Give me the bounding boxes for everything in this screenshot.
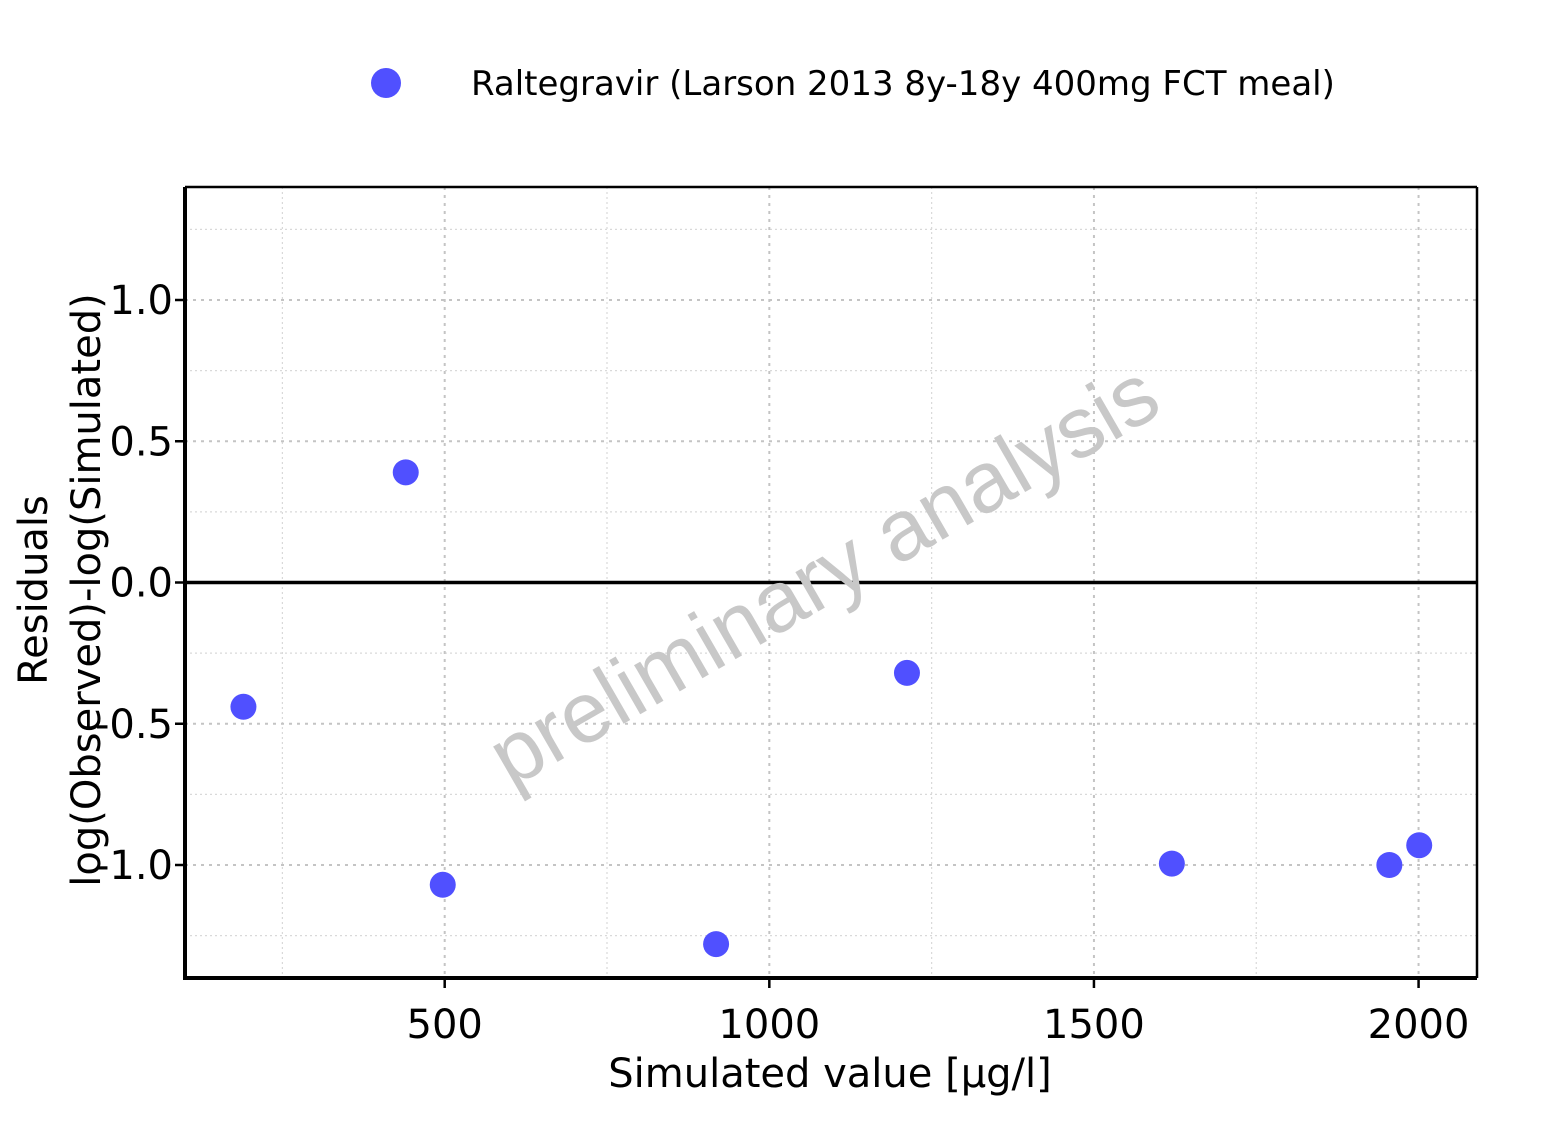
data-point xyxy=(1158,850,1185,877)
data-point xyxy=(1406,832,1433,859)
x-axis-title: Simulated value [µg/l] xyxy=(608,1051,1051,1097)
y-tick-label: 0.0 xyxy=(109,561,173,607)
y-tick-label: -1.0 xyxy=(95,843,173,889)
data-point xyxy=(1376,852,1403,878)
legend-marker xyxy=(371,68,401,98)
y-tick-label: 1.0 xyxy=(109,278,173,324)
x-tick-label: 1500 xyxy=(1043,1002,1145,1048)
data-points xyxy=(230,459,1433,958)
data-point xyxy=(429,871,456,898)
x-axis-ticks: 500 1000 1500 2000 xyxy=(407,978,1470,1048)
x-tick-label: 2000 xyxy=(1368,1002,1470,1048)
y-axis-title-line-2: log(Observed)-log(Simulated) xyxy=(64,293,110,886)
y-axis-title-line-1: Residuals xyxy=(11,495,57,685)
legend-label: Raltegravir (Larson 2013 8y-18y 400mg FC… xyxy=(471,64,1335,104)
y-tick-label: 0.5 xyxy=(109,419,173,465)
data-point xyxy=(703,931,730,958)
y-tick-label: -0.5 xyxy=(95,702,173,748)
x-tick-label: 500 xyxy=(407,1002,483,1048)
data-point xyxy=(230,693,257,720)
y-axis-ticks: 1.0 0.5 0.0 -0.5 -1.0 xyxy=(95,278,185,889)
legend: Raltegravir (Larson 2013 8y-18y 400mg FC… xyxy=(371,64,1335,104)
data-point xyxy=(392,459,419,486)
data-point xyxy=(893,659,920,686)
x-tick-label: 1000 xyxy=(718,1002,820,1048)
